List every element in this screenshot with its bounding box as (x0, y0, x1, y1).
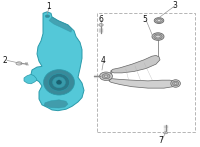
Ellipse shape (48, 74, 70, 91)
Ellipse shape (52, 77, 66, 88)
Ellipse shape (174, 82, 177, 85)
Ellipse shape (56, 80, 62, 85)
Ellipse shape (16, 62, 22, 65)
Text: 2: 2 (3, 56, 7, 65)
Ellipse shape (157, 19, 161, 22)
Polygon shape (44, 100, 68, 108)
Text: 3: 3 (173, 1, 177, 10)
Polygon shape (24, 74, 37, 84)
Text: 7: 7 (159, 136, 163, 145)
Ellipse shape (154, 34, 162, 39)
Polygon shape (109, 79, 176, 88)
Ellipse shape (171, 80, 180, 87)
Ellipse shape (44, 70, 74, 95)
Ellipse shape (154, 18, 164, 24)
Ellipse shape (156, 35, 160, 38)
Polygon shape (111, 55, 160, 73)
Polygon shape (109, 71, 112, 81)
Text: 6: 6 (99, 15, 103, 24)
Polygon shape (49, 17, 72, 32)
Bar (97, 13, 195, 132)
Text: 5: 5 (143, 15, 147, 24)
Text: 1: 1 (47, 2, 51, 11)
Ellipse shape (152, 33, 164, 40)
Polygon shape (31, 12, 84, 111)
Ellipse shape (100, 72, 112, 80)
Ellipse shape (102, 74, 110, 79)
Ellipse shape (156, 19, 162, 23)
Ellipse shape (45, 15, 50, 17)
Ellipse shape (173, 81, 179, 86)
Text: 4: 4 (101, 56, 105, 65)
Ellipse shape (164, 132, 168, 134)
Ellipse shape (104, 75, 108, 77)
Ellipse shape (99, 24, 103, 26)
